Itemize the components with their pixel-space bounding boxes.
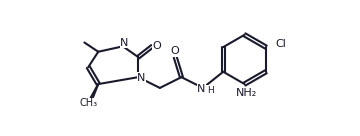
Text: N: N: [120, 38, 129, 47]
Text: N: N: [197, 84, 206, 95]
Text: CH₃: CH₃: [79, 98, 97, 108]
Text: N: N: [137, 73, 145, 83]
Text: H: H: [207, 86, 213, 95]
Text: O: O: [152, 41, 161, 51]
Text: O: O: [170, 46, 179, 56]
Text: NH₂: NH₂: [236, 88, 257, 98]
Text: Cl: Cl: [275, 39, 286, 49]
